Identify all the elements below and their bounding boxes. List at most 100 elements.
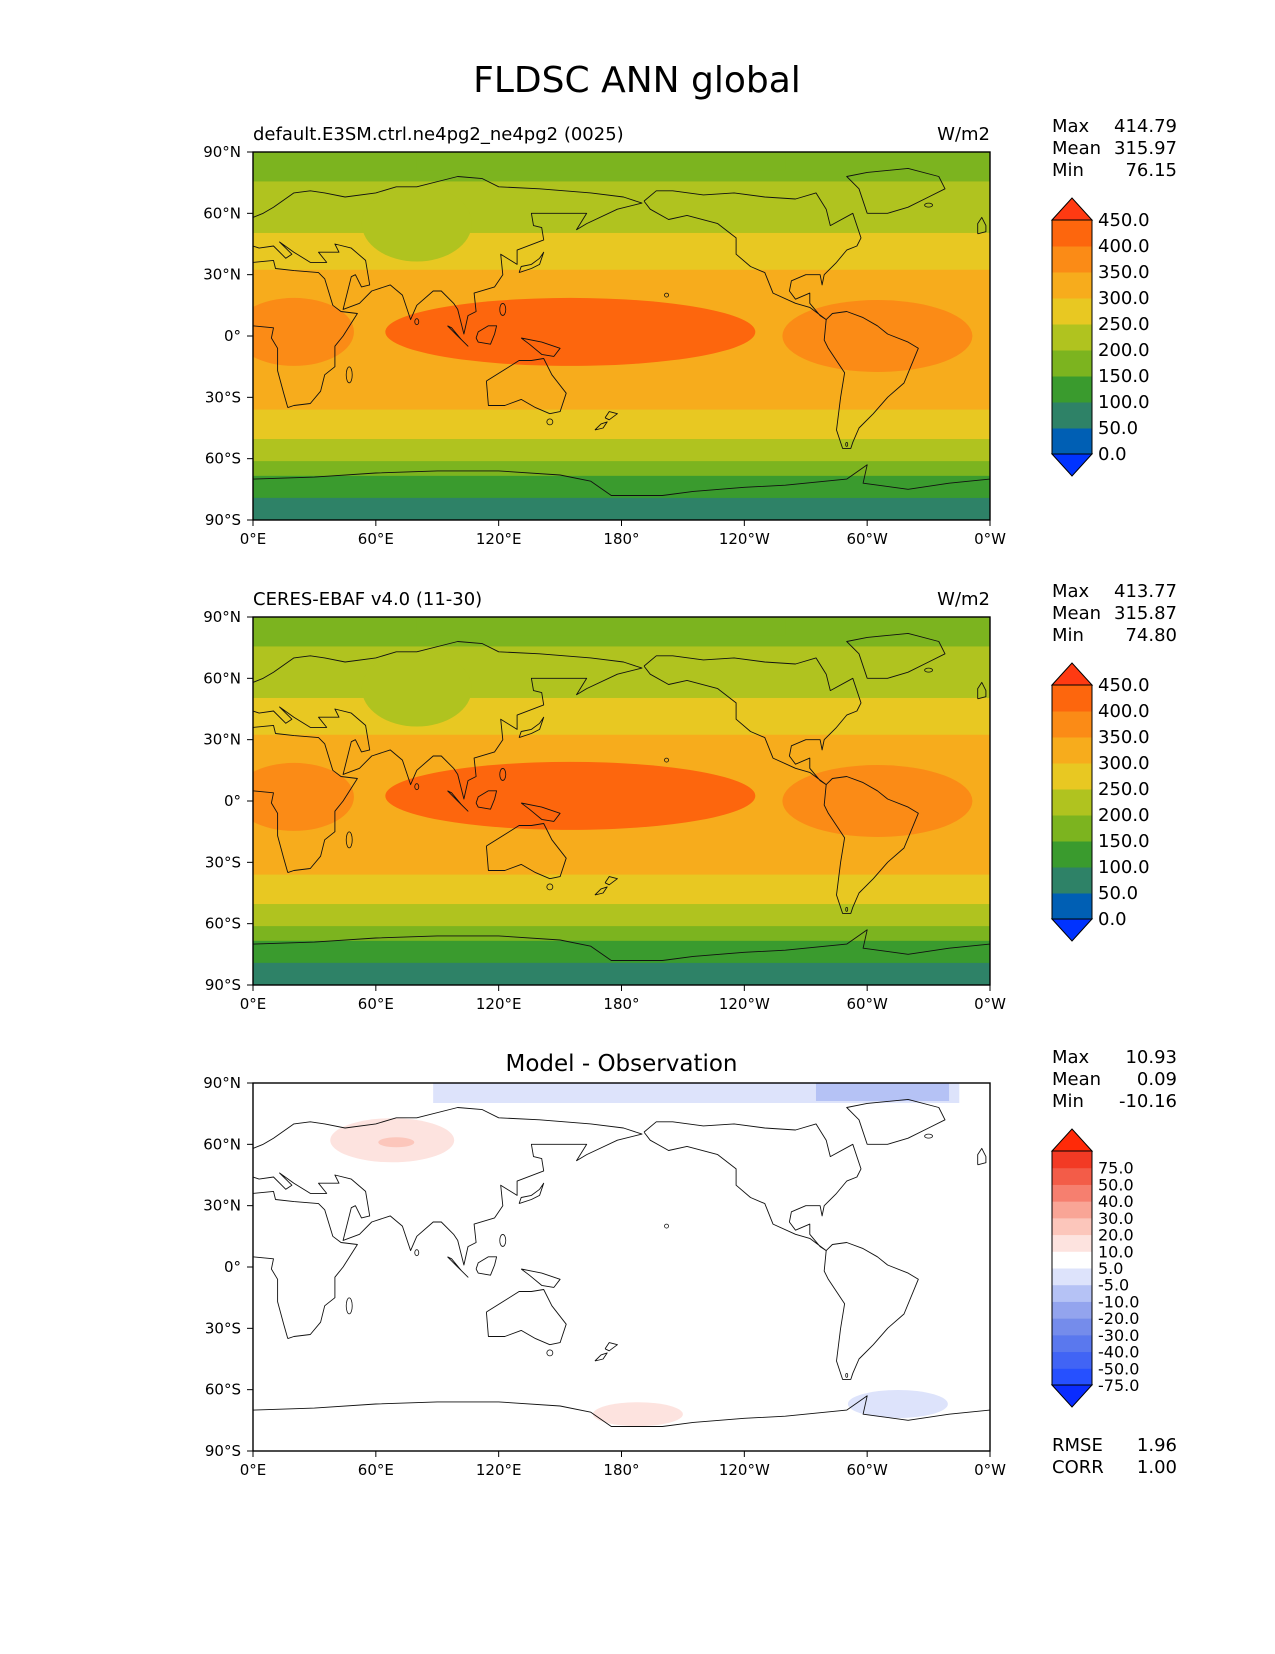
island-outline xyxy=(845,441,849,447)
metric-value: 1.96 xyxy=(1137,1435,1177,1456)
coastline xyxy=(447,790,469,812)
y-tick-label: 60°S xyxy=(205,450,241,468)
island-outline xyxy=(924,202,933,208)
coastline xyxy=(447,325,469,347)
colorbar-cell xyxy=(1052,737,1092,764)
coastline xyxy=(485,823,567,880)
y-tick-label: 0° xyxy=(224,1258,241,1276)
coastline xyxy=(447,1256,469,1278)
coastline xyxy=(643,1121,862,1252)
colorbar-tick-label: 350.0 xyxy=(1098,262,1150,283)
colorbar-cell xyxy=(1052,763,1092,790)
colorbar-cell xyxy=(1052,1318,1092,1336)
stat-value: 315.97 xyxy=(1114,138,1177,159)
coastline xyxy=(475,790,498,810)
coastline xyxy=(253,464,990,496)
stat-label: Mean xyxy=(1052,138,1101,159)
field-patch xyxy=(782,300,973,372)
figure-title: FLDSC ANN global xyxy=(473,60,801,101)
colorbar-cell xyxy=(1052,1268,1092,1286)
y-tick-label: 30°S xyxy=(205,853,241,871)
field-band xyxy=(253,926,990,942)
colorbar-tick-label: 100.0 xyxy=(1098,392,1150,413)
anomaly-negative xyxy=(847,1389,948,1418)
field-band xyxy=(253,439,990,462)
island-outline xyxy=(345,1297,353,1315)
coastline xyxy=(823,1242,919,1380)
coastline xyxy=(643,655,862,786)
y-tick-label: 90°S xyxy=(205,976,241,994)
colorbar-tick-label: 400.0 xyxy=(1098,236,1150,257)
colorbar-tick-label: 0.0 xyxy=(1098,444,1127,465)
field-patch xyxy=(361,650,472,727)
coastline xyxy=(253,1107,643,1266)
field-patch xyxy=(253,962,632,985)
coastline xyxy=(253,259,358,409)
x-tick-label: 0°E xyxy=(240,995,267,1013)
anomaly-positive xyxy=(592,1402,683,1427)
y-tick-label: 90°N xyxy=(203,1074,241,1092)
coastline xyxy=(253,1190,358,1340)
stat-value: 0.09 xyxy=(1137,1069,1177,1090)
colorbar-cell xyxy=(1052,841,1092,868)
x-tick-label: 0°E xyxy=(240,1461,267,1479)
colorbar-extend-min xyxy=(1050,1384,1094,1408)
colorbar-tick-label: 400.0 xyxy=(1098,701,1150,722)
stat-label: Max xyxy=(1052,116,1090,137)
x-tick-label: 120°W xyxy=(719,995,770,1013)
colorbar-frame xyxy=(1051,684,1093,920)
island-outline xyxy=(664,292,669,298)
field-layer xyxy=(253,152,990,520)
panel-units: W/m2 xyxy=(937,589,990,610)
island-outline xyxy=(499,303,507,316)
colorbar-cell xyxy=(1052,1184,1092,1202)
colorbar-cell xyxy=(1052,1151,1092,1169)
x-tick-label: 180° xyxy=(603,530,639,548)
x-tick-label: 120°W xyxy=(719,530,770,548)
coastline xyxy=(977,216,987,235)
colorbar-tick-label: 5.0 xyxy=(1098,1259,1123,1278)
y-tick-label: 30°N xyxy=(203,1197,241,1215)
stat-label: Mean xyxy=(1052,1069,1101,1090)
x-tick-label: 120°W xyxy=(719,1461,770,1479)
coastline xyxy=(485,358,567,415)
coastline xyxy=(594,886,608,896)
stat-label: Mean xyxy=(1052,603,1101,624)
field-patch xyxy=(782,765,973,837)
colorbar-tick-label: 300.0 xyxy=(1098,288,1150,309)
colorbar-cell xyxy=(1052,1167,1092,1185)
x-tick-label: 180° xyxy=(603,995,639,1013)
y-tick-label: 60°N xyxy=(203,204,241,222)
y-tick-label: 90°N xyxy=(203,143,241,161)
colorbar-tick-label: -40.0 xyxy=(1098,1343,1139,1362)
colorbar-cell xyxy=(1052,298,1092,325)
coastline xyxy=(518,1182,545,1205)
field-patch xyxy=(385,761,756,830)
x-tick-label: 0°W xyxy=(974,1461,1006,1479)
stat-value: 413.77 xyxy=(1114,581,1177,602)
x-tick-label: 60°E xyxy=(358,530,394,548)
x-tick-label: 60°W xyxy=(846,1461,888,1479)
y-tick-label: 90°N xyxy=(203,608,241,626)
coastline xyxy=(520,802,561,822)
x-tick-label: 120°E xyxy=(476,1461,522,1479)
island-outline xyxy=(546,1349,554,1357)
colorbar-tick-label: -10.0 xyxy=(1098,1292,1139,1311)
field-band xyxy=(253,874,990,905)
colorbar-cell xyxy=(1052,1251,1092,1269)
y-tick-label: 30°S xyxy=(205,1319,241,1337)
coastline xyxy=(604,1342,618,1352)
island-outline xyxy=(845,906,849,912)
colorbar-cell xyxy=(1052,324,1092,351)
stat-value: 76.15 xyxy=(1125,160,1177,181)
island-outline xyxy=(664,757,669,763)
stat-label: Min xyxy=(1052,1091,1084,1112)
panel-test: default.E3SM.ctrl.ne4pg2_ne4pg2 (0025) W/… xyxy=(203,116,1177,548)
x-tick-label: 0°W xyxy=(974,530,1006,548)
metric-label: CORR xyxy=(1052,1457,1104,1478)
colorbar-cell xyxy=(1052,272,1092,299)
y-tick-label: 60°S xyxy=(205,915,241,933)
colorbar-cell xyxy=(1052,815,1092,842)
x-tick-label: 180° xyxy=(603,1461,639,1479)
coastline xyxy=(823,311,919,449)
